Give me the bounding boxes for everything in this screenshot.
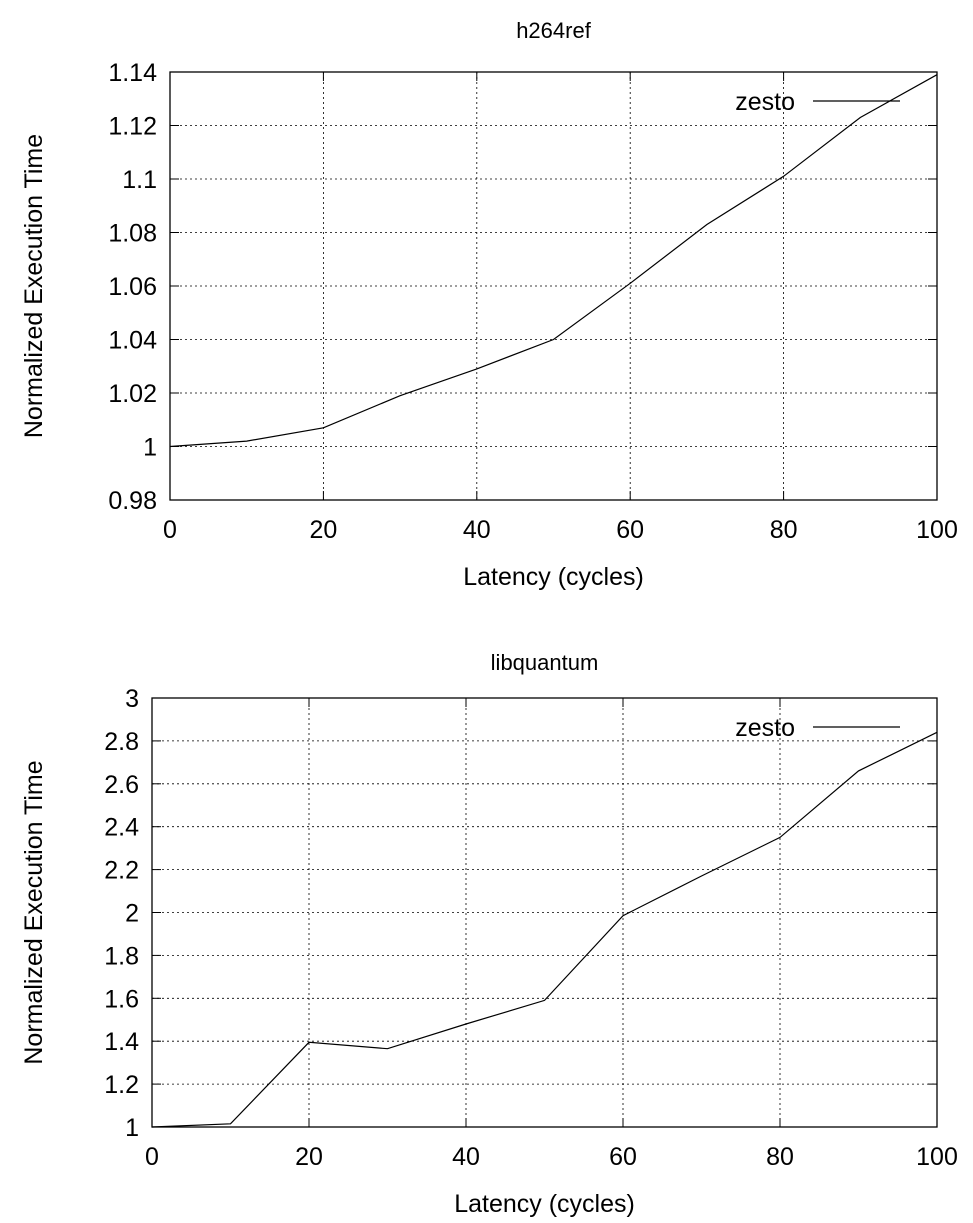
x-tick-label: 80 [770, 516, 798, 544]
y-axis-label: Normalized Execution Time [20, 760, 48, 1064]
x-tick-label: 0 [163, 516, 177, 544]
y-tick-label: 1.2 [104, 1071, 139, 1099]
x-axis-label: Latency (cycles) [463, 563, 644, 591]
y-tick-label: 1.04 [108, 327, 157, 355]
y-tick-label: 2.2 [104, 857, 139, 885]
y-tick-label: 1.02 [108, 380, 157, 408]
legend: zesto [735, 88, 900, 116]
x-tick-label: 40 [463, 516, 491, 544]
y-tick-label: 0.98 [108, 487, 157, 515]
y-axis-label: Normalized Execution Time [20, 134, 48, 438]
plot-frame [169, 71, 938, 501]
grid-lines [170, 72, 937, 500]
series-line-zesto [151, 731, 938, 1128]
y-tick-label: 1.08 [108, 220, 157, 248]
chart-libquantum: 0 20 40 60 80 100 1 1.2 1.4 1.6 1.8 2 2.2 2.4 2.6 2.8 3 z… [20, 650, 958, 1218]
y-tick-label: 1.14 [108, 59, 157, 87]
chart-title: libquantum [491, 650, 599, 675]
y-tick-label: 1.6 [104, 985, 139, 1013]
x-axis-label: Latency (cycles) [454, 1190, 635, 1218]
y-tick-label: 1 [143, 434, 157, 462]
x-tick-label: 20 [309, 516, 337, 544]
y-tick-label: 1.06 [108, 273, 157, 301]
series-line-zesto [169, 74, 938, 448]
y-tick-label: 2 [125, 900, 139, 928]
y-tick-label: 2.6 [104, 771, 139, 799]
y-tick-label: 1 [125, 1114, 139, 1142]
y-tick-label: 1.1 [122, 166, 157, 194]
chart-h264ref: 0 20 40 60 80 100 0.98 1 1.02 1.04 1.06 1.08 1.1 1.12… [20, 18, 958, 591]
plot-frame [151, 697, 938, 1128]
x-tick-label: 20 [295, 1143, 323, 1171]
legend-label: zesto [735, 714, 795, 742]
x-tick-label: 100 [916, 516, 958, 544]
y-tick-label: 1.12 [108, 113, 157, 141]
x-tick-label: 100 [916, 1143, 958, 1171]
x-tick-label: 0 [145, 1143, 159, 1171]
x-tick-label: 60 [616, 516, 644, 544]
x-tick-label: 60 [609, 1143, 637, 1171]
x-tick-label: 40 [452, 1143, 480, 1171]
y-tick-label: 3 [125, 685, 139, 713]
grid-lines [152, 698, 937, 1127]
legend-label: zesto [735, 88, 795, 116]
y-tick-label: 1.4 [104, 1028, 139, 1056]
legend: zesto [735, 714, 900, 742]
chart-title: h264ref [516, 18, 592, 43]
y-tick-label: 2.4 [104, 814, 139, 842]
y-tick-label: 2.8 [104, 728, 139, 756]
y-tick-label: 1.8 [104, 942, 139, 970]
x-tick-label: 80 [766, 1143, 794, 1171]
